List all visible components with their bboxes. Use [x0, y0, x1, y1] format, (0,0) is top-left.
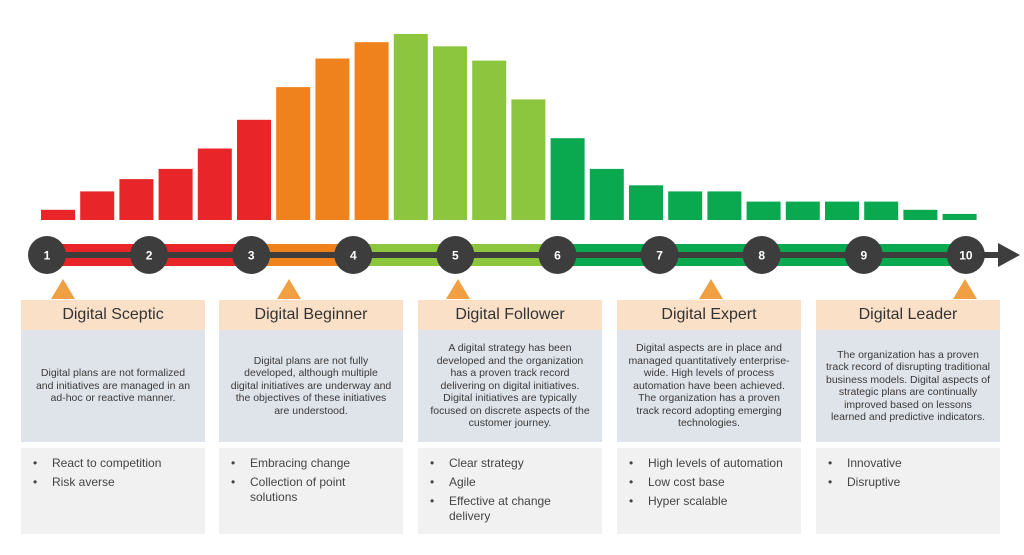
timeline-line	[40, 252, 1000, 258]
timeline-node-label: 7	[656, 249, 663, 263]
histogram-bar	[511, 99, 546, 220]
stage-title: Digital Beginner	[219, 300, 403, 330]
histogram-bar	[276, 87, 311, 220]
list-item: • Agile	[430, 475, 476, 489]
histogram-bar	[785, 201, 820, 220]
histogram-bar	[119, 179, 154, 220]
stage-description: Digital plans are not fully developed, a…	[219, 330, 403, 442]
list-item: • Effective at change delivery	[430, 494, 551, 523]
list-item: • Risk averse	[33, 475, 115, 489]
timeline-node-label: 10	[959, 249, 973, 263]
stage-marker-triangle-icon	[446, 279, 470, 299]
histogram-bar	[629, 185, 663, 220]
stage-traits-list: • Innovative • Disruptive	[816, 448, 1000, 534]
list-item: • Hyper scalable	[629, 494, 728, 508]
histogram-bar	[942, 213, 977, 220]
stage-card-follower: Digital Follower A digital strategy has …	[418, 300, 602, 534]
maturity-timeline: 1 2 3 4 5 6 7 8 9 10	[28, 236, 1020, 274]
timeline-node-label: 2	[146, 249, 153, 263]
histogram-bar	[237, 119, 271, 220]
maturity-distribution-bars	[41, 34, 977, 221]
list-item: • High levels of automation	[629, 456, 783, 470]
timeline-node: 4	[334, 236, 373, 274]
stage-description: A digital strategy has been developed an…	[418, 330, 602, 442]
histogram-bar	[354, 42, 389, 221]
timeline-node: 1	[28, 236, 66, 274]
stage-marker-triangle-icon	[51, 279, 75, 299]
stage-card-leader: Digital Leader The organization has a pr…	[816, 300, 1000, 534]
stage-traits-list: • High levels of automation • Low cost bas…	[617, 448, 801, 534]
timeline-node: 2	[130, 236, 169, 274]
histogram-bar	[668, 191, 703, 220]
stage-card-sceptic: Digital Sceptic Digital plans are not fo…	[21, 300, 205, 534]
histogram-bar	[707, 191, 742, 220]
stage-title: Digital Follower	[418, 300, 602, 330]
timeline-node: 6	[538, 236, 577, 274]
timeline-node-label: 5	[452, 249, 459, 263]
stage-traits-list: • Clear strategy • Agile • Effective at cha…	[418, 448, 602, 534]
histogram-bar	[41, 209, 75, 220]
stage-description: Digital aspects are in place and managed…	[617, 330, 801, 442]
histogram-bar	[315, 58, 350, 220]
list-item: • React to competition	[33, 456, 162, 470]
timeline-node-label: 3	[248, 249, 255, 263]
timeline-node-label: 1	[44, 249, 51, 263]
timeline-node: 5	[436, 236, 475, 274]
histogram-bar	[197, 148, 232, 220]
timeline-node-label: 8	[758, 249, 765, 263]
histogram-bar	[433, 46, 467, 220]
stage-marker-triangle-icon	[277, 279, 301, 299]
histogram-bar	[589, 168, 624, 220]
stage-traits-list: • Embracing change • Collection of point s…	[219, 448, 403, 534]
stage-description: The organization has a proven track reco…	[816, 330, 1000, 442]
stage-card-expert: Digital Expert Digital aspects are in pl…	[617, 300, 801, 534]
histogram-bar	[903, 209, 938, 220]
timeline-node: 10	[946, 236, 985, 274]
timeline-node-label: 6	[554, 249, 561, 263]
stage-marker-triangle-icon	[953, 279, 977, 299]
histogram-bar	[80, 191, 115, 220]
histogram-bar	[825, 201, 859, 220]
stage-description: Digital plans are not formalized and ini…	[21, 330, 205, 442]
stage-title: Digital Leader	[816, 300, 1000, 330]
list-item: • Innovative	[828, 456, 902, 470]
timeline-node: 9	[844, 236, 883, 274]
histogram-bar	[550, 138, 585, 220]
timeline-node: 3	[232, 236, 271, 274]
list-item: • Embracing change	[231, 456, 351, 470]
stage-card-beginner: Digital Beginner Digital plans are not f…	[219, 300, 403, 534]
list-item: • Disruptive	[828, 475, 901, 489]
histogram-bar	[746, 201, 781, 220]
histogram-bar	[158, 168, 193, 220]
timeline-node-label: 9	[860, 249, 867, 263]
list-item: • Clear strategy	[430, 456, 524, 470]
histogram-bar	[864, 201, 899, 220]
timeline-node: 8	[742, 236, 781, 274]
stage-traits-list: • React to competition • Risk averse	[21, 448, 205, 534]
stage-title: Digital Sceptic	[21, 300, 205, 330]
list-item: • Collection of point solutions	[231, 475, 346, 504]
histogram-bar	[472, 60, 507, 220]
list-item: • Low cost base	[629, 475, 725, 489]
stage-title: Digital Expert	[617, 300, 801, 330]
histogram-bar	[393, 34, 428, 220]
timeline-node: 7	[640, 236, 679, 274]
timeline-node-label: 4	[350, 249, 357, 263]
stage-marker-triangle-icon	[699, 279, 723, 299]
arrow-head-icon	[998, 243, 1020, 267]
